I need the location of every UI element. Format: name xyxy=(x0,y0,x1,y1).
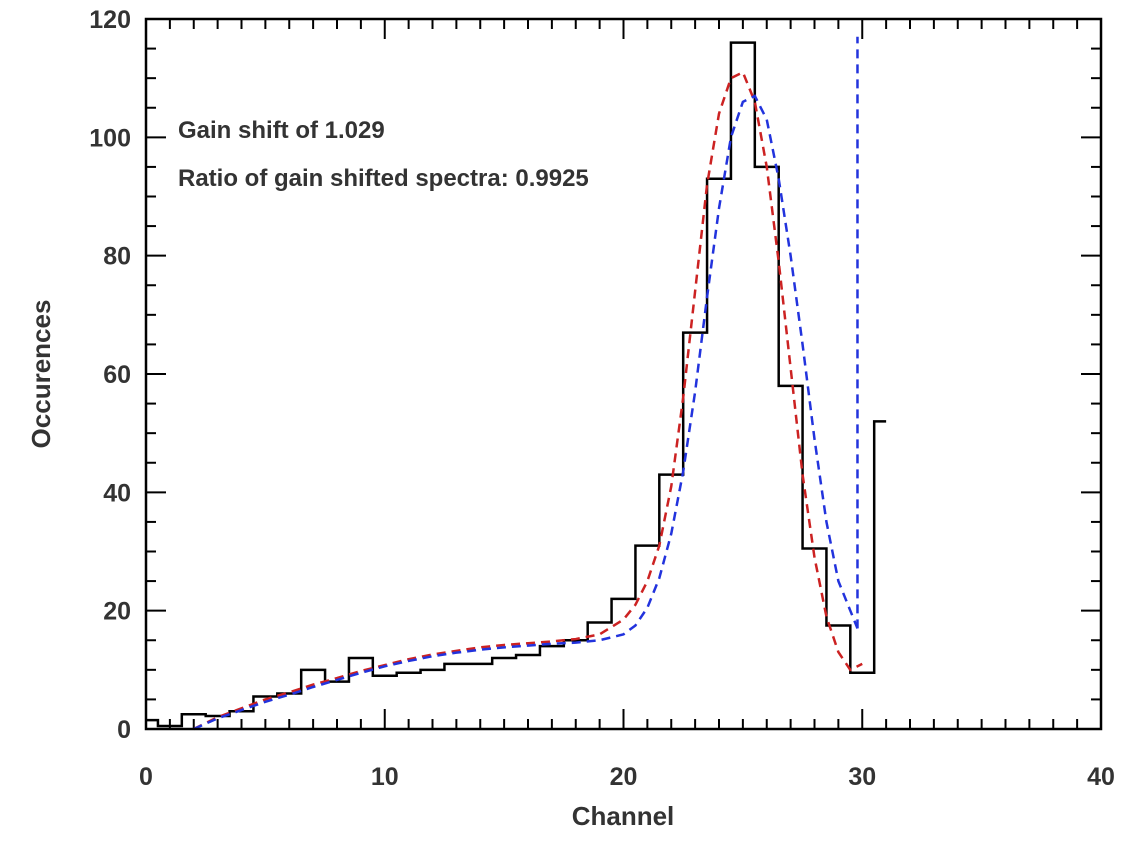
annotation-ratio: Ratio of gain shifted spectra: 0.9925 xyxy=(178,165,589,192)
x-tick-label: 20 xyxy=(610,763,638,791)
tick-labels: 0 10 20 30 40 0 20 40 60 80 100 120 xyxy=(89,6,1115,791)
plot-frame xyxy=(144,17,1103,731)
y-tick-label: 120 xyxy=(89,6,131,34)
y-tick-label: 80 xyxy=(103,243,131,271)
series-group xyxy=(146,36,887,731)
x-tick-label: 40 xyxy=(1087,763,1115,791)
y-tick-label: 40 xyxy=(103,479,131,507)
y-tick-label: 60 xyxy=(103,361,131,389)
blue-fit-dashed-line xyxy=(193,94,859,731)
annotation-gain-shift: Gain shift of 1.029 xyxy=(178,117,385,144)
y-tick-label: 100 xyxy=(89,124,131,152)
x-tick-label: 0 xyxy=(139,763,153,791)
red-fit-dashed-line xyxy=(193,70,863,731)
histogram-step-line xyxy=(146,41,887,728)
x-axis-title: Channel xyxy=(572,801,675,831)
y-axis-title: Occurences xyxy=(26,300,56,449)
y-tick-label: 20 xyxy=(103,598,131,626)
x-tick-label: 10 xyxy=(371,763,399,791)
y-tick-label: 0 xyxy=(117,716,131,744)
x-tick-label: 30 xyxy=(848,763,876,791)
